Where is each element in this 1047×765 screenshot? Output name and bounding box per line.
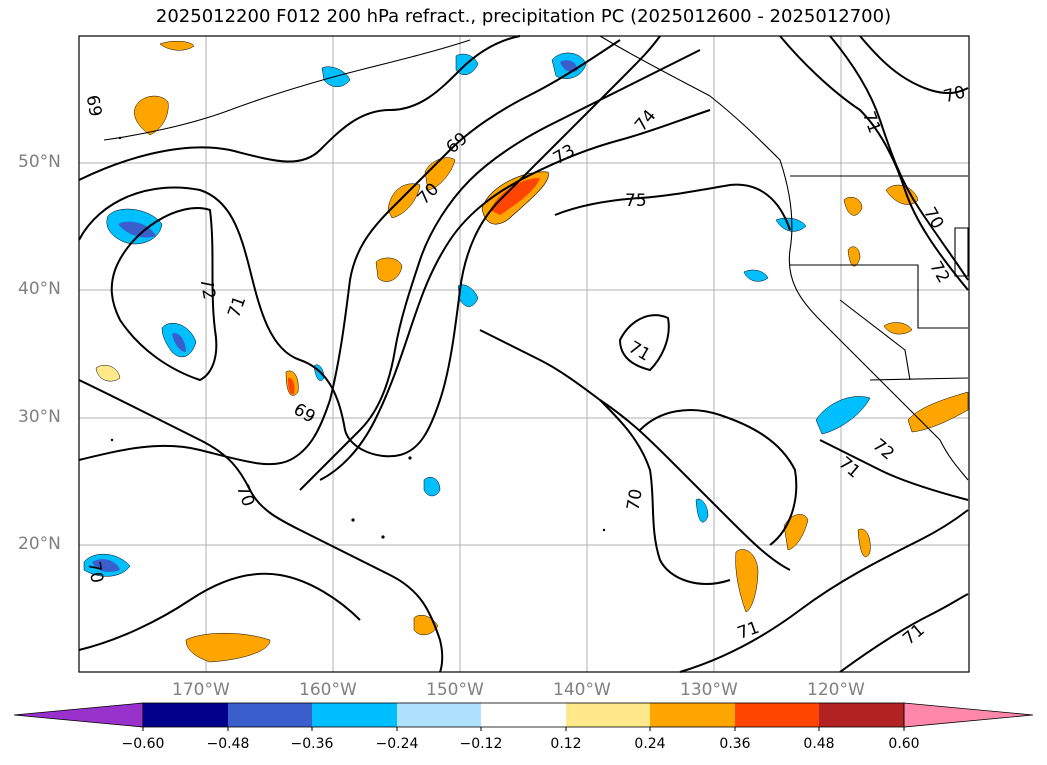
colorbar-tick-label: −0.36 xyxy=(290,736,334,752)
map-frame xyxy=(78,35,970,673)
colorbar-tick-label: 0.24 xyxy=(634,736,666,752)
contour-label: 70 xyxy=(623,487,646,512)
colorbar-tick-label: 0.12 xyxy=(550,736,582,752)
colorbar-segment xyxy=(397,703,481,727)
map-background xyxy=(79,36,969,672)
colorbar-tick-label: −0.24 xyxy=(375,736,419,752)
lon-label: 160°W xyxy=(299,680,357,700)
colorbar-tick-label: −0.12 xyxy=(459,736,503,752)
contour-label: 69 xyxy=(82,94,105,119)
lat-label: 50°N xyxy=(18,152,61,172)
colorbar-segment xyxy=(650,703,735,727)
lon-label: 130°W xyxy=(680,680,738,700)
lat-label: 40°N xyxy=(18,279,61,299)
colorbar-extend-low xyxy=(13,702,144,728)
colorbar-tick-label: 0.36 xyxy=(719,736,751,752)
colorbar-tick-label: −0.48 xyxy=(206,736,250,752)
colorbar-extend-high xyxy=(903,702,1034,728)
colorbar-segment xyxy=(481,703,566,727)
lon-label: 120°W xyxy=(807,680,865,700)
colorbar-segment xyxy=(819,703,904,727)
colorbar-tick-label: 0.60 xyxy=(888,736,920,752)
refractivity-contours xyxy=(78,35,969,673)
lat-label: 20°N xyxy=(18,534,61,554)
colorbar xyxy=(13,702,1034,731)
contour-label: 72 xyxy=(195,276,218,301)
chart-title: 2025012200 F012 200 hPa refract., precip… xyxy=(155,6,892,27)
colorbar-segment xyxy=(228,703,312,727)
colorbar-segment xyxy=(143,703,228,727)
colorbar-segment xyxy=(566,703,650,727)
lat-label: 30°N xyxy=(18,407,61,427)
coastlines xyxy=(103,35,969,481)
colorbar-tick-label: 0.48 xyxy=(803,736,835,752)
contour-label: 70 xyxy=(83,560,106,585)
lon-label: 170°W xyxy=(172,680,230,700)
precip-anomaly-shading xyxy=(83,41,969,663)
colorbar-tick-label: −0.60 xyxy=(121,736,165,752)
islands xyxy=(110,136,606,539)
lon-label: 150°W xyxy=(426,680,484,700)
colorbar-segment xyxy=(312,703,397,727)
lon-label: 140°W xyxy=(553,680,611,700)
contour-label: 75 xyxy=(625,191,647,211)
colorbar-segment xyxy=(735,703,819,727)
